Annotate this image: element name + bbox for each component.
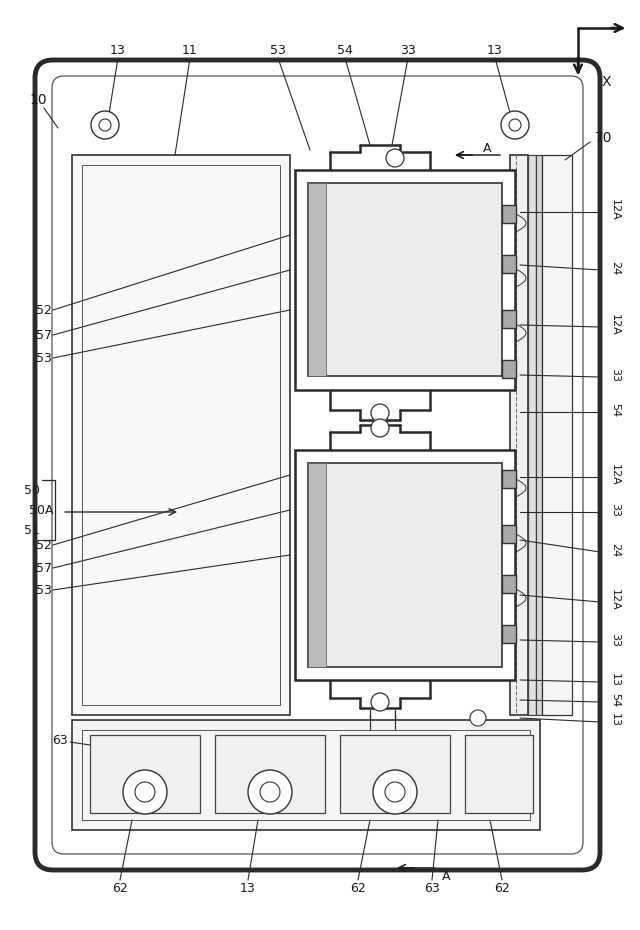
Text: 12A: 12A <box>610 314 620 336</box>
Bar <box>502 575 516 593</box>
Circle shape <box>470 710 486 726</box>
Text: 33: 33 <box>610 503 620 517</box>
Text: 70: 70 <box>595 131 612 145</box>
Circle shape <box>371 693 389 711</box>
Circle shape <box>371 404 389 422</box>
Bar <box>308 183 502 376</box>
Bar <box>340 735 450 813</box>
Text: 57: 57 <box>36 562 52 575</box>
Text: 50: 50 <box>24 484 40 497</box>
Bar <box>502 360 516 378</box>
Bar <box>72 155 290 715</box>
Text: 24: 24 <box>610 543 620 557</box>
Bar <box>465 735 533 813</box>
Circle shape <box>371 419 389 437</box>
Circle shape <box>135 782 155 802</box>
Circle shape <box>373 770 417 814</box>
Text: 53: 53 <box>36 583 52 596</box>
Circle shape <box>507 782 523 798</box>
Text: 52: 52 <box>36 303 52 316</box>
Text: 11: 11 <box>182 44 198 57</box>
Bar <box>528 155 536 715</box>
Circle shape <box>385 782 405 802</box>
Text: 53: 53 <box>270 44 286 57</box>
Bar <box>542 155 572 715</box>
Bar <box>82 165 280 705</box>
Text: 62: 62 <box>112 882 128 895</box>
Bar <box>502 310 516 328</box>
Text: 24: 24 <box>610 261 620 275</box>
Text: 33: 33 <box>610 633 620 647</box>
Circle shape <box>248 770 292 814</box>
Bar <box>502 525 516 543</box>
Circle shape <box>260 782 280 802</box>
Text: A: A <box>442 870 451 883</box>
Bar <box>502 255 516 273</box>
Bar <box>308 463 326 667</box>
Text: 63: 63 <box>424 882 440 895</box>
Text: 62: 62 <box>350 882 366 895</box>
Text: 33: 33 <box>400 44 416 57</box>
Circle shape <box>386 149 404 167</box>
Text: 33: 33 <box>610 368 620 382</box>
Text: 13: 13 <box>240 882 256 895</box>
Text: 13: 13 <box>487 44 503 57</box>
Bar <box>295 450 515 680</box>
Circle shape <box>509 119 521 131</box>
Text: 57: 57 <box>36 328 52 341</box>
Bar <box>295 170 515 390</box>
Text: 12A: 12A <box>610 589 620 611</box>
Bar <box>502 625 516 643</box>
Bar <box>90 735 200 813</box>
Bar <box>510 155 528 715</box>
Bar <box>308 183 326 376</box>
Text: 52: 52 <box>36 538 52 551</box>
Text: 13: 13 <box>610 713 620 727</box>
Text: 13: 13 <box>610 673 620 687</box>
Bar <box>82 730 530 820</box>
Circle shape <box>123 770 167 814</box>
FancyBboxPatch shape <box>35 60 600 870</box>
Text: 54: 54 <box>610 693 620 707</box>
Bar <box>72 720 540 830</box>
Text: 12A: 12A <box>610 199 620 221</box>
Text: 12A: 12A <box>610 464 620 485</box>
Bar <box>502 205 516 223</box>
Circle shape <box>97 782 113 798</box>
Bar <box>215 735 325 813</box>
Text: 54: 54 <box>337 44 353 57</box>
Text: 13: 13 <box>110 44 126 57</box>
Text: X: X <box>602 75 611 89</box>
Text: 10: 10 <box>29 93 47 107</box>
Text: 53: 53 <box>36 352 52 365</box>
Text: 54: 54 <box>610 403 620 417</box>
Text: 51: 51 <box>24 524 40 537</box>
Circle shape <box>99 119 111 131</box>
Bar <box>536 155 542 715</box>
Text: 63: 63 <box>52 734 68 747</box>
Text: 50A: 50A <box>29 503 54 516</box>
Circle shape <box>501 111 529 139</box>
Bar <box>502 470 516 488</box>
Bar <box>308 463 502 667</box>
Text: 62: 62 <box>494 882 510 895</box>
Text: A: A <box>483 141 492 154</box>
Circle shape <box>91 111 119 139</box>
